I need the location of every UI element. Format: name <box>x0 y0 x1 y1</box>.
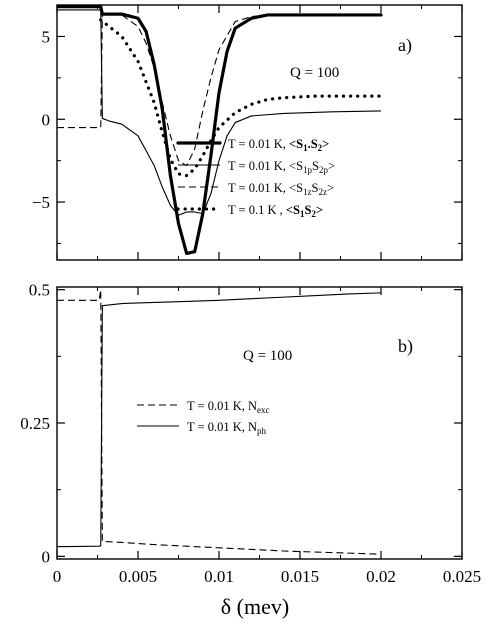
panel-a-legend-label-1: T = 0.01 K, <S1pS2p> <box>228 159 335 175</box>
panel-a-series-0-line <box>57 5 383 255</box>
panel-b-x-tick-label: 0.025 <box>443 567 481 586</box>
panel-b-y-tick-label: 0.25 <box>20 414 50 433</box>
panel-a-legend-label-0: T = 0.01 K, <S1.S2> <box>228 137 329 153</box>
panel-a-y-tick-label: −5 <box>32 193 50 212</box>
panel-b-legend: T = 0.01 K, Nexc T = 0.01 K, Nph <box>137 399 270 436</box>
panel-a: 50−5 a) Q = 100 T = 0.01 K, <S1.S2>T = 0… <box>32 4 463 261</box>
panel-b-series-1-line <box>57 292 382 548</box>
panel-b-x-tick-label: 0.015 <box>281 567 319 586</box>
panel-a-legend-label-3: T = 0.1 K , <S1S2> <box>228 203 323 219</box>
panel-b-y-tick-label: 0.5 <box>29 281 50 300</box>
panel-a-y-tick-label: 5 <box>42 27 51 46</box>
panel-a-series-1-line <box>57 9 382 216</box>
panel-b-annotation: Q = 100 <box>243 348 292 364</box>
panel-b-ticks: 0 0.005 0.01 0.015 0.02 0.025 0 0.25 0.5 <box>20 281 481 586</box>
panel-b-series-group <box>57 289 382 555</box>
panel-b-frame <box>56 286 463 560</box>
panel-a-ticks: 5 0 −5 <box>32 5 463 260</box>
x-axis-label: δ (mev) <box>221 594 289 619</box>
panel-b-legend-label-0: T = 0.01 K, Nexc <box>187 399 270 415</box>
panel-a-annotation: Q = 100 <box>290 65 339 81</box>
panel-b-x-tick-label: 0.02 <box>366 567 396 586</box>
panel-b-series-0-line <box>57 289 382 555</box>
panel-a-legend-label-2: T = 0.01 K, <S1zS2z> <box>228 181 334 197</box>
panel-b-x-tick-label: 0.01 <box>204 567 234 586</box>
panel-b-label: b) <box>398 336 413 357</box>
panel-a-y-tick-label: 0 <box>42 110 51 129</box>
panel-b-y-tick-label: 0 <box>42 547 51 566</box>
panel-b-x-tick-label: 0 <box>53 567 62 586</box>
panel-a-legend: T = 0.01 K, <S1.S2> T = 0.01 K, <S1pS2p> T… <box>176 137 335 219</box>
panel-a-series-group <box>57 5 383 255</box>
panel-a-series-3-line <box>99 18 383 178</box>
panel-a-label: a) <box>398 35 412 56</box>
panel-a-series-2-line <box>57 14 381 167</box>
panel-b: 0 0.005 0.01 0.015 0.02 0.025 0 0.25 0.5 b) Q = … <box>20 281 481 619</box>
panel-b-legend-label-1: T = 0.01 K, Nph <box>187 420 267 436</box>
panel-b-x-tick-label: 0.005 <box>119 567 157 586</box>
